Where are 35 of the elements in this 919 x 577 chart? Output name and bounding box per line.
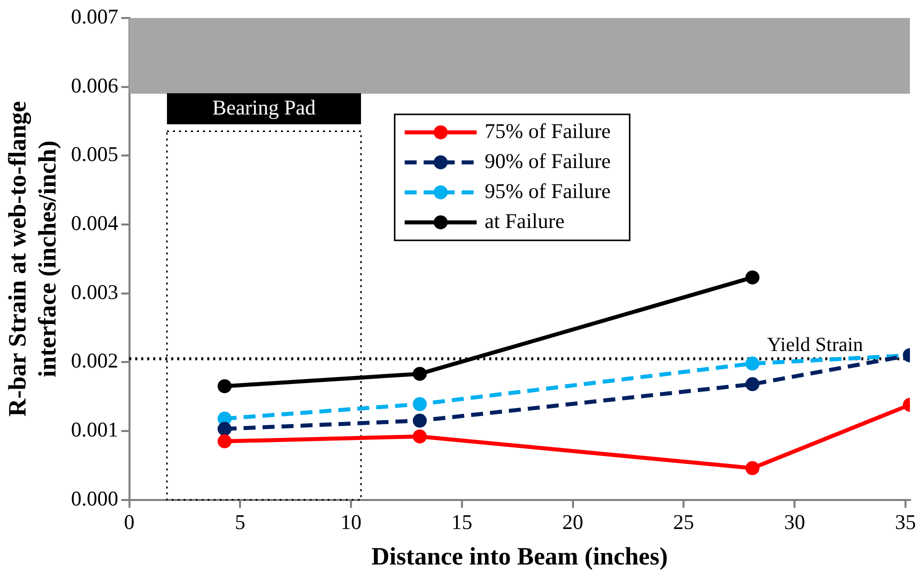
point	[745, 461, 760, 476]
point	[218, 434, 232, 448]
band-label: Bearing Pad	[212, 96, 316, 120]
x-tick-label: 0	[124, 510, 134, 534]
point	[412, 366, 427, 381]
point	[745, 356, 760, 371]
point	[218, 379, 232, 394]
point	[412, 414, 427, 428]
y-axis-title: R-bar Strain at web-to-flange interface (inches/inch)	[4, 101, 62, 417]
y-tick-label: 0.003	[71, 280, 118, 304]
legend-label: 95% of Failure	[484, 178, 611, 203]
point	[218, 422, 232, 436]
x-tick-label: 5	[234, 510, 246, 534]
y-tick-label: 0.000	[71, 486, 118, 510]
point	[745, 270, 760, 284]
x-tick-label: 20	[562, 510, 584, 534]
y-tick-label: 0.006	[71, 73, 118, 98]
y-tick-label: 0.005	[71, 142, 118, 166]
x-tick-label: 10	[340, 510, 362, 534]
x-tick-label: 25	[673, 510, 694, 534]
y-tick-label: 0.001	[71, 417, 118, 442]
ref-line-label: Yield Strain	[766, 334, 864, 356]
y-tick-label: 0.007	[71, 4, 118, 29]
x-tick-label: 30	[784, 510, 806, 534]
x-tick-label: 35	[894, 510, 916, 534]
x-axis-title: Distance into Beam (inches)	[371, 543, 668, 570]
point	[412, 429, 427, 444]
y-tick-label: 0.002	[71, 348, 118, 373]
point	[745, 377, 760, 392]
legend-label: 75% of Failure	[484, 118, 611, 143]
point	[412, 397, 427, 412]
legend-label: 90% of Failure	[484, 148, 611, 173]
y-tick-label: 0.004	[71, 211, 119, 235]
legend-label: at Failure	[484, 208, 565, 233]
x-tick-label: 15	[451, 510, 472, 534]
